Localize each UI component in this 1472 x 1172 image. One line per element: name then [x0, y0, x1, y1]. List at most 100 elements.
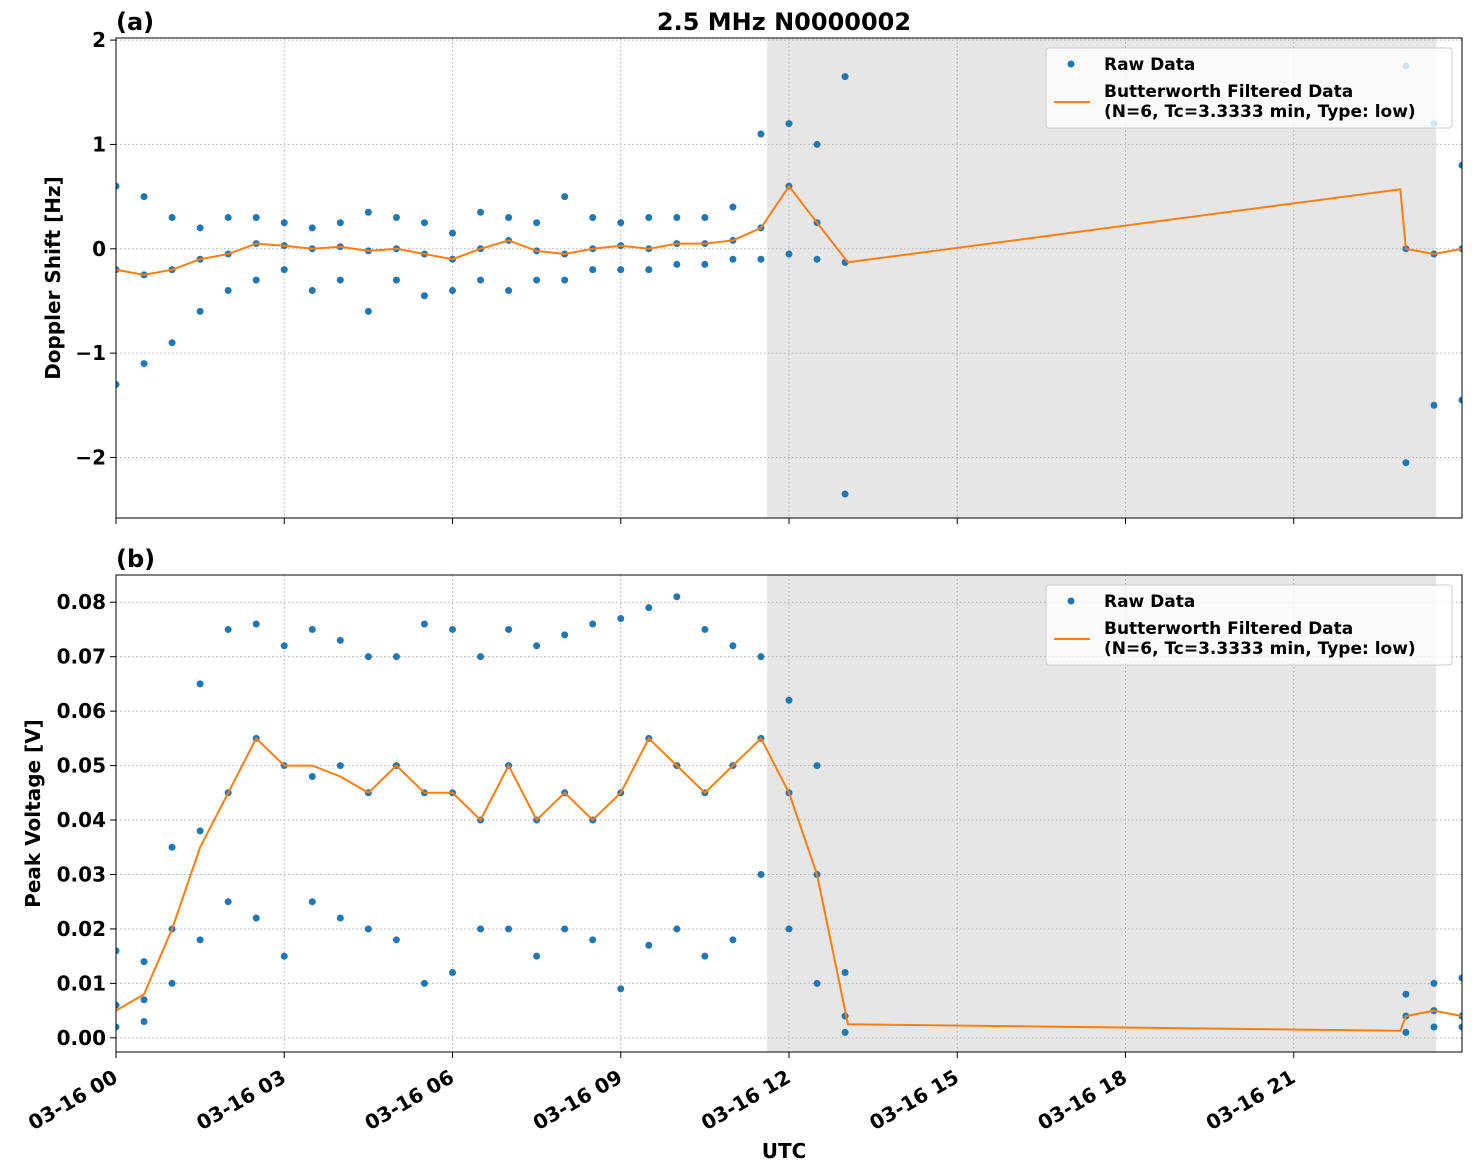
- raw-point: [561, 631, 569, 639]
- y-tick-label: 0.06: [57, 699, 106, 723]
- raw-point: [140, 996, 148, 1004]
- raw-point: [701, 260, 709, 268]
- x-tick-label: 03-16 06: [360, 1065, 458, 1135]
- raw-point: [645, 266, 653, 274]
- raw-point: [617, 219, 625, 227]
- y-tick-label: 0.02: [57, 917, 106, 941]
- raw-point: [813, 255, 821, 263]
- raw-point: [224, 898, 232, 906]
- raw-point: [1458, 974, 1462, 982]
- y-tick-label: −2: [75, 445, 106, 469]
- raw-point: [785, 925, 793, 933]
- raw-point: [813, 762, 821, 770]
- raw-point: [673, 213, 681, 221]
- raw-point: [645, 213, 653, 221]
- raw-point: [140, 193, 148, 201]
- raw-point: [364, 925, 372, 933]
- x-tick-label: 03-16 12: [697, 1065, 795, 1135]
- legend-label: Butterworth Filtered Data (N=6, Tc=3.3333…: [1104, 619, 1416, 659]
- raw-point: [617, 266, 625, 274]
- raw-point: [701, 952, 709, 960]
- raw-point: [280, 952, 288, 960]
- legend-box: [1045, 47, 1453, 129]
- raw-point: [280, 642, 288, 650]
- y-tick-label: 1: [92, 132, 106, 156]
- raw-point: [1430, 1023, 1438, 1031]
- raw-point: [1402, 459, 1410, 467]
- raw-point: [1430, 979, 1438, 987]
- raw-point: [505, 925, 513, 933]
- raw-point: [392, 936, 400, 944]
- raw-point: [617, 615, 625, 623]
- raw-point: [168, 979, 176, 987]
- raw-point: [336, 276, 344, 284]
- y-tick-label: 0.07: [57, 645, 106, 669]
- plot-area: [116, 593, 1462, 1036]
- legend-box: [1045, 584, 1453, 666]
- raw-point: [1430, 401, 1438, 409]
- y-tick-label: 0.08: [57, 590, 106, 614]
- raw-point: [757, 130, 765, 138]
- raw-point: [533, 276, 541, 284]
- legend: Raw Data Butterworth Filtered Data (N=6, T…: [1045, 47, 1453, 129]
- raw-point: [561, 276, 569, 284]
- raw-point: [533, 642, 541, 650]
- raw-point: [252, 620, 260, 628]
- raw-point: [392, 653, 400, 661]
- raw-point: [168, 843, 176, 851]
- raw-point: [196, 827, 204, 835]
- raw-point: [505, 625, 513, 633]
- raw-point: [757, 255, 765, 263]
- raw-point: [252, 213, 260, 221]
- legend-marker: [1067, 597, 1075, 605]
- raw-point: [224, 625, 232, 633]
- panel-label: (b): [116, 545, 155, 573]
- raw-point: [757, 653, 765, 661]
- raw-point: [420, 292, 428, 300]
- legend-label: Raw Data: [1104, 55, 1195, 75]
- raw-point: [1402, 990, 1410, 998]
- legend-label: Butterworth Filtered Data (N=6, Tc=3.3333…: [1104, 82, 1416, 122]
- raw-point: [168, 213, 176, 221]
- raw-point: [116, 1023, 120, 1031]
- raw-point: [196, 224, 204, 232]
- raw-point: [757, 870, 765, 878]
- raw-point: [336, 762, 344, 770]
- raw-point: [116, 1001, 120, 1009]
- raw-point: [785, 250, 793, 258]
- raw-point: [364, 208, 372, 216]
- raw-point: [116, 380, 120, 388]
- axes-frame: [115, 37, 1463, 519]
- raw-point: [589, 936, 597, 944]
- raw-point: [813, 140, 821, 148]
- raw-point: [196, 680, 204, 688]
- x-tick-label: 03-16 03: [192, 1065, 290, 1135]
- raw-point: [308, 772, 316, 780]
- raw-point: [477, 208, 485, 216]
- raw-point: [701, 625, 709, 633]
- raw-point: [449, 229, 456, 237]
- raw-point: [224, 213, 232, 221]
- raw-point: [280, 266, 288, 274]
- y-tick-label: 2: [92, 28, 106, 52]
- raw-point: [505, 287, 513, 295]
- raw-point: [673, 593, 681, 601]
- raw-point: [420, 979, 428, 987]
- raw-point: [116, 947, 120, 955]
- raw-point: [533, 952, 541, 960]
- raw-point: [308, 898, 316, 906]
- raw-point: [785, 120, 793, 128]
- raw-point: [168, 339, 176, 347]
- raw-point: [701, 213, 709, 221]
- y-tick-label: 0.01: [57, 971, 106, 995]
- raw-point: [140, 1018, 148, 1026]
- y-tick-label: 0: [92, 237, 106, 261]
- raw-point: [673, 925, 681, 933]
- chart-title: 2.5 MHz N0000002: [657, 8, 911, 36]
- raw-point: [392, 276, 400, 284]
- raw-point: [336, 219, 344, 227]
- raw-point: [280, 219, 288, 227]
- raw-point: [589, 213, 597, 221]
- x-tick-label: 03-16 21: [1202, 1065, 1300, 1135]
- raw-point: [589, 620, 597, 628]
